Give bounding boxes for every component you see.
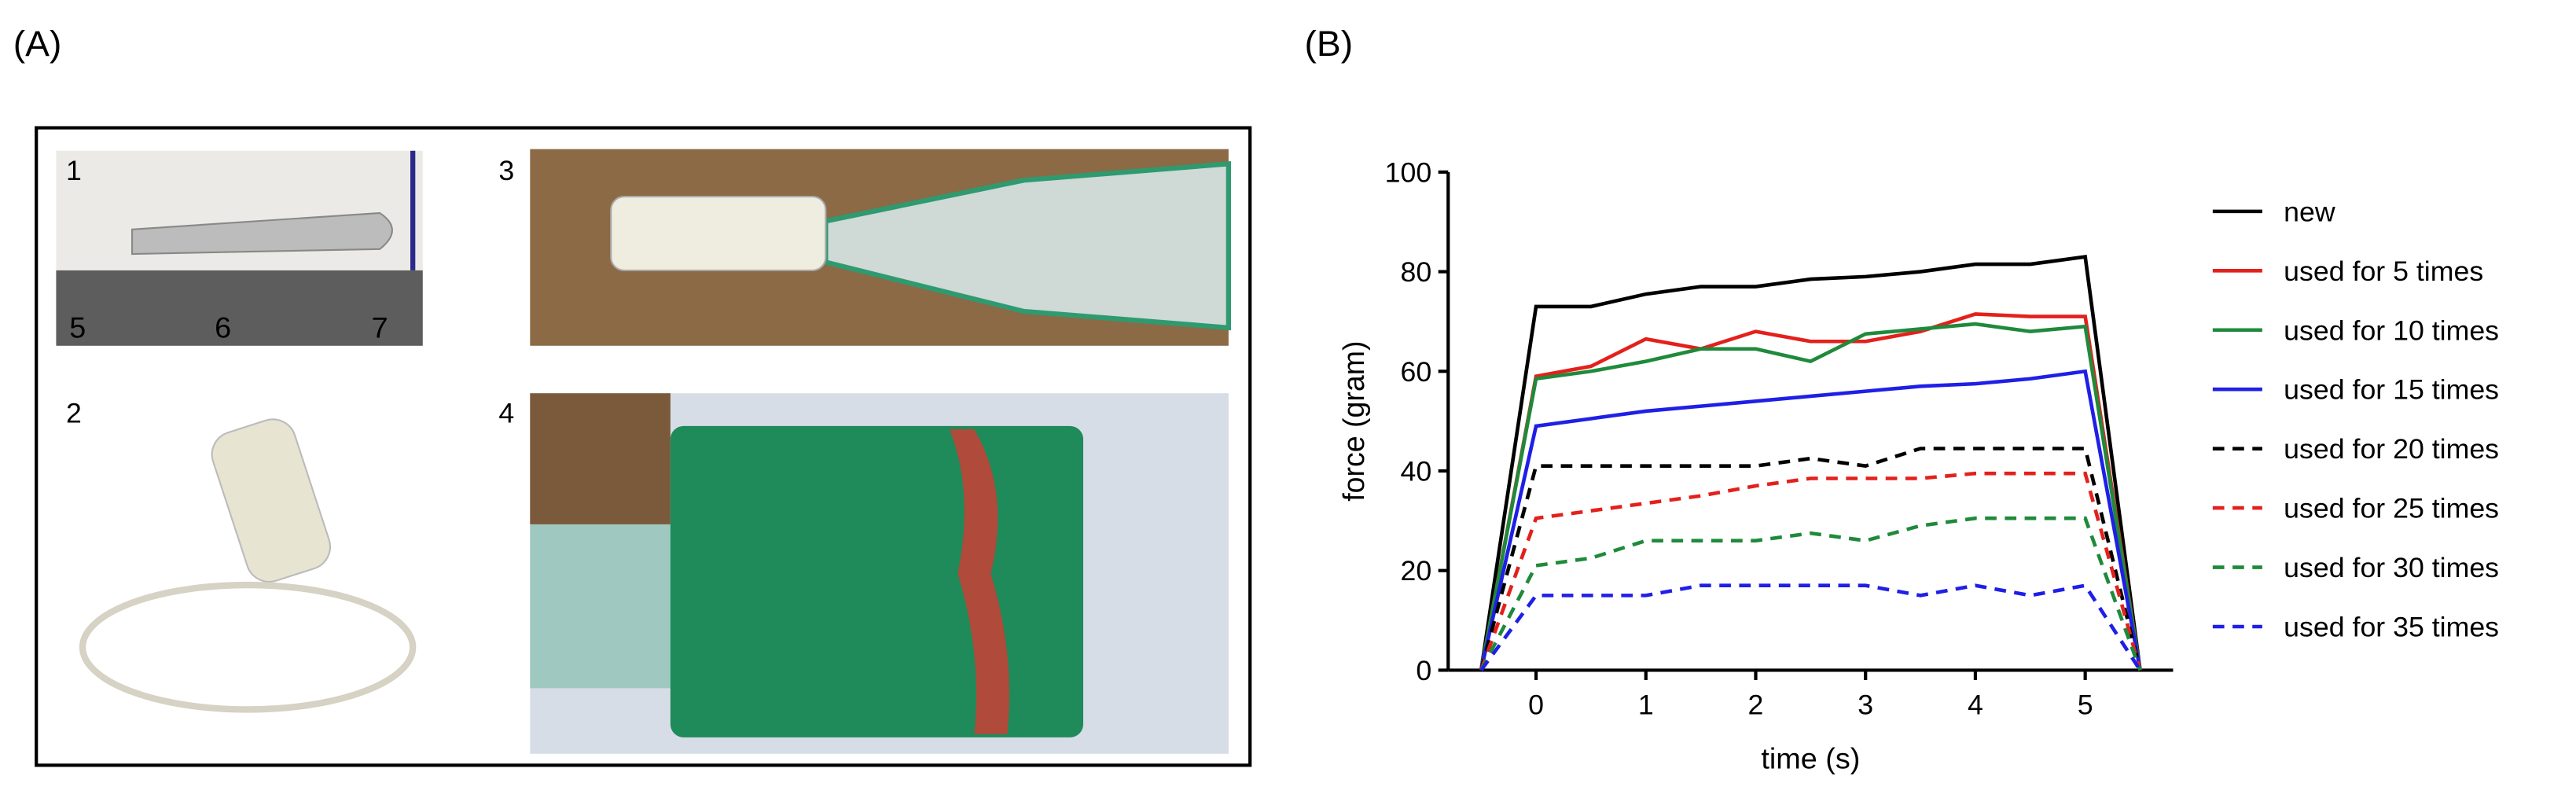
x-tick-label: 4 bbox=[1968, 690, 1983, 721]
y-tick-label: 20 bbox=[1401, 555, 1432, 587]
svg-text:6: 6 bbox=[215, 311, 231, 344]
series-line bbox=[1479, 447, 2142, 671]
x-tick-label: 3 bbox=[1858, 690, 1873, 721]
y-tick-label: 0 bbox=[1416, 655, 1431, 686]
photo-label: 2 bbox=[66, 398, 82, 429]
y-tick-label: 40 bbox=[1401, 456, 1432, 487]
y-axis-label: force (gram) bbox=[1337, 341, 1370, 502]
y-tick-label: 100 bbox=[1385, 156, 1432, 188]
panel-label: (B) bbox=[1305, 23, 1354, 64]
series-line bbox=[1479, 369, 2142, 671]
panel-label: (A) bbox=[13, 23, 62, 64]
series-line bbox=[1479, 254, 2142, 671]
series-line bbox=[1479, 312, 2142, 671]
series-line bbox=[1479, 322, 2142, 671]
legend-label: used for 25 times bbox=[2284, 493, 2499, 524]
legend-label: used for 35 times bbox=[2284, 612, 2499, 643]
legend-label: used for 15 times bbox=[2284, 374, 2499, 406]
y-tick-label: 80 bbox=[1401, 256, 1432, 288]
photo bbox=[530, 149, 1232, 346]
photo-label: 4 bbox=[498, 398, 514, 429]
photo-label: 3 bbox=[498, 155, 514, 186]
y-tick-label: 60 bbox=[1401, 356, 1432, 388]
legend-label: used for 5 times bbox=[2284, 256, 2483, 287]
legend-label: used for 10 times bbox=[2284, 314, 2499, 346]
photo-label: 1 bbox=[66, 155, 82, 186]
legend-label: used for 30 times bbox=[2284, 552, 2499, 583]
x-tick-label: 0 bbox=[1528, 690, 1544, 721]
series-line bbox=[1479, 471, 2142, 671]
x-tick-label: 1 bbox=[1638, 690, 1654, 721]
legend-label: new bbox=[2284, 196, 2335, 227]
photo bbox=[530, 393, 1229, 754]
svg-text:7: 7 bbox=[372, 311, 388, 344]
legend-label: used for 20 times bbox=[2284, 433, 2499, 465]
x-axis-label: time (s) bbox=[1761, 742, 1860, 775]
series-line bbox=[1479, 583, 2142, 671]
photo: 5 6 7 bbox=[56, 150, 423, 346]
x-tick-label: 5 bbox=[2078, 690, 2093, 721]
x-tick-label: 2 bbox=[1748, 690, 1764, 721]
photo bbox=[56, 393, 423, 741]
svg-text:5: 5 bbox=[69, 311, 86, 344]
series-line bbox=[1479, 516, 2142, 671]
